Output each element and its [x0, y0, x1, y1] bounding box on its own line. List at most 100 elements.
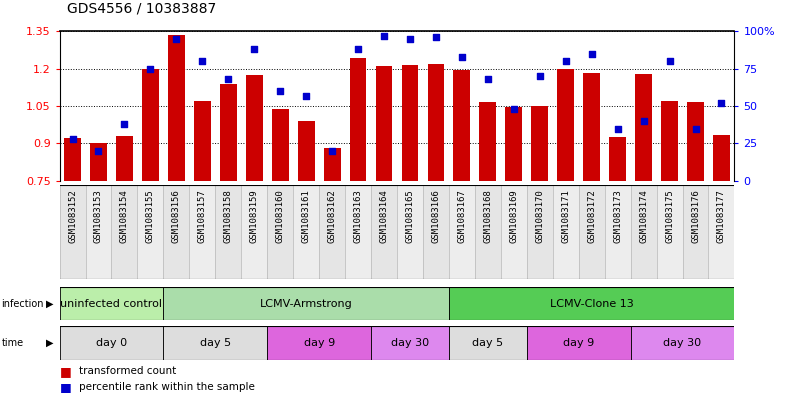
Bar [142, 69, 159, 181]
Bar [683, 185, 708, 279]
Text: percentile rank within the sample: percentile rank within the sample [79, 382, 256, 392]
Bar [475, 185, 501, 279]
Bar [713, 135, 730, 181]
Text: GSM1083160: GSM1083160 [276, 189, 285, 243]
Text: GSM1083157: GSM1083157 [198, 189, 206, 243]
Bar [449, 326, 526, 360]
Text: GSM1083163: GSM1083163 [353, 189, 363, 243]
Text: GSM1083177: GSM1083177 [717, 189, 726, 243]
Point [92, 148, 105, 154]
Text: GSM1083172: GSM1083172 [588, 189, 596, 243]
Point [326, 148, 338, 154]
Point [481, 76, 494, 83]
Text: ▶: ▶ [46, 338, 53, 348]
Bar [553, 185, 579, 279]
Text: GSM1083171: GSM1083171 [561, 189, 570, 243]
Bar [60, 287, 164, 320]
Text: GSM1083156: GSM1083156 [172, 189, 181, 243]
Bar [708, 185, 734, 279]
Text: GSM1083159: GSM1083159 [250, 189, 259, 243]
Bar [371, 185, 397, 279]
Bar [584, 72, 600, 181]
Point [663, 58, 676, 64]
Bar [397, 185, 423, 279]
Point [248, 46, 260, 53]
Text: LCMV-Clone 13: LCMV-Clone 13 [549, 299, 634, 309]
Point [300, 92, 313, 99]
Text: GSM1083167: GSM1083167 [457, 189, 466, 243]
Text: day 0: day 0 [96, 338, 127, 348]
Bar [345, 185, 371, 279]
Text: day 30: day 30 [664, 338, 702, 348]
Point [274, 88, 287, 94]
Point [222, 76, 235, 83]
Bar [402, 65, 418, 181]
Text: GSM1083168: GSM1083168 [484, 189, 492, 243]
Bar [293, 185, 319, 279]
Bar [189, 185, 215, 279]
Point [715, 100, 728, 106]
Point [534, 73, 546, 79]
Text: GSM1083174: GSM1083174 [639, 189, 648, 243]
Text: infection: infection [2, 299, 44, 309]
Bar [137, 185, 164, 279]
Text: GSM1083176: GSM1083176 [691, 189, 700, 243]
Bar [168, 35, 185, 181]
Text: LCMV-Armstrong: LCMV-Armstrong [260, 299, 353, 309]
Bar [116, 136, 133, 181]
Bar [376, 66, 392, 181]
Bar [531, 106, 548, 181]
Bar [505, 107, 522, 181]
Bar [324, 149, 341, 181]
Text: GDS4556 / 10383887: GDS4556 / 10383887 [67, 2, 217, 16]
Text: day 5: day 5 [200, 338, 231, 348]
Point [611, 125, 624, 132]
Text: GSM1083173: GSM1083173 [613, 189, 622, 243]
Bar [268, 326, 371, 360]
Point [352, 46, 364, 53]
Text: day 30: day 30 [391, 338, 429, 348]
Text: GSM1083164: GSM1083164 [380, 189, 388, 243]
Bar [526, 326, 630, 360]
Point [430, 34, 442, 40]
Text: GSM1083175: GSM1083175 [665, 189, 674, 243]
Point [585, 51, 598, 57]
Text: GSM1083170: GSM1083170 [535, 189, 544, 243]
Bar [268, 185, 293, 279]
Text: GSM1083165: GSM1083165 [406, 189, 414, 243]
Point [456, 54, 468, 60]
Point [144, 66, 156, 72]
Bar [609, 137, 626, 181]
Point [118, 121, 131, 127]
Bar [657, 185, 683, 279]
Text: time: time [2, 338, 24, 348]
Bar [630, 326, 734, 360]
Bar [526, 185, 553, 279]
Bar [480, 102, 496, 181]
Bar [453, 70, 470, 181]
Bar [60, 185, 86, 279]
Bar [630, 185, 657, 279]
Bar [371, 326, 449, 360]
Bar [215, 185, 241, 279]
Bar [298, 121, 314, 181]
Bar [635, 74, 652, 181]
Text: GSM1083161: GSM1083161 [302, 189, 310, 243]
Text: GSM1083169: GSM1083169 [509, 189, 518, 243]
Point [689, 125, 702, 132]
Text: ■: ■ [60, 380, 71, 393]
Point [507, 106, 520, 112]
Text: day 9: day 9 [303, 338, 335, 348]
Bar [220, 84, 237, 181]
Bar [427, 64, 445, 181]
Text: uninfected control: uninfected control [60, 299, 163, 309]
Text: GSM1083162: GSM1083162 [328, 189, 337, 243]
Point [560, 58, 572, 64]
Text: day 5: day 5 [472, 338, 503, 348]
Text: transformed count: transformed count [79, 366, 176, 376]
Bar [241, 185, 268, 279]
Bar [272, 108, 289, 181]
Bar [449, 185, 475, 279]
Bar [605, 185, 630, 279]
Text: ■: ■ [60, 365, 71, 378]
